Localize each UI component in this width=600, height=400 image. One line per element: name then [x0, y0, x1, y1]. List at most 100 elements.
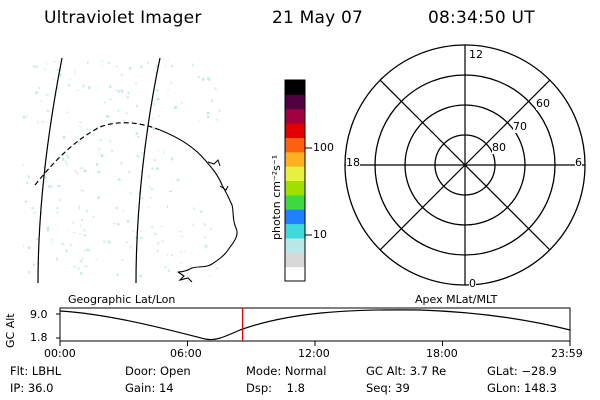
speckle [166, 205, 168, 208]
speckle [72, 221, 75, 224]
speckle [166, 253, 168, 256]
speckle [154, 232, 157, 235]
speckle [147, 61, 149, 64]
speckle [96, 163, 99, 166]
speckle [135, 205, 137, 207]
colorbar-unit-label: photon cm⁻²s⁻¹ [270, 154, 283, 240]
speckle [99, 138, 102, 142]
speckle [192, 63, 194, 67]
speckle [215, 267, 219, 270]
speckle [168, 60, 170, 62]
speckle [76, 90, 79, 92]
speckle [174, 106, 178, 109]
mode-info: Mode: Normal [246, 364, 327, 378]
speckle [56, 86, 59, 90]
speckle [86, 128, 89, 131]
speckle [183, 250, 186, 253]
speckle [204, 236, 207, 239]
speckle [84, 265, 88, 268]
speckle [92, 215, 95, 218]
speckle [48, 185, 51, 189]
speckle [215, 118, 218, 121]
speckle [152, 117, 154, 120]
speckle [156, 98, 160, 101]
speckle [45, 93, 49, 96]
speckle [44, 67, 46, 71]
speckle [44, 175, 46, 177]
speckle [32, 263, 35, 266]
speckle [210, 99, 213, 102]
speckle [66, 154, 68, 157]
speckle [126, 96, 130, 99]
speckle [62, 135, 66, 139]
dsp-info: Dsp: 1.8 [246, 381, 305, 395]
speckle [117, 178, 121, 181]
speckle [167, 269, 170, 273]
speckle [151, 188, 153, 190]
speckle [92, 271, 95, 273]
speckle [68, 84, 71, 87]
speckle [46, 226, 50, 230]
speckle [104, 101, 106, 104]
seq-info: Seq: 39 [366, 381, 410, 395]
speckle [109, 85, 112, 89]
mlt-label-6: 6 [575, 156, 582, 169]
time-label: 08:34:50 UT [428, 8, 535, 28]
ip-info: IP: 36.0 [10, 381, 54, 395]
speckle [69, 78, 71, 80]
speckle [62, 153, 65, 156]
speckle [79, 121, 82, 124]
speckle [33, 212, 36, 214]
speckle [98, 148, 101, 151]
speckle [118, 109, 120, 113]
speckle [79, 207, 81, 210]
speckle [35, 238, 39, 240]
speckle [113, 223, 116, 225]
speckle [136, 104, 138, 108]
speckle [121, 89, 124, 93]
speckle [115, 207, 119, 209]
speckle [129, 67, 132, 70]
speckle [127, 91, 130, 95]
speckle [207, 115, 210, 118]
speckle [65, 160, 67, 164]
filter-info: Flt: LBHL [10, 364, 62, 378]
speckle [192, 207, 195, 210]
speckle [176, 178, 180, 182]
speckle [93, 134, 95, 136]
speckle [117, 89, 121, 92]
speckle [179, 230, 182, 233]
speckle [140, 237, 143, 239]
coastline-tail [177, 271, 193, 283]
speckle [192, 223, 194, 227]
speckle [65, 249, 68, 253]
speckle [35, 91, 38, 94]
speckle [78, 267, 80, 270]
speckle [40, 212, 43, 215]
colorbar-cell [285, 194, 305, 210]
speckle [164, 65, 166, 68]
timeline-xtick-0: 00:00 [44, 347, 76, 360]
speckle [108, 62, 110, 65]
speckle [86, 210, 88, 213]
speckle [116, 273, 119, 276]
speckle [206, 111, 210, 115]
speckle [86, 248, 90, 252]
gain-info: Gain: 14 [125, 381, 174, 395]
speckle [215, 263, 217, 267]
speckle [125, 241, 129, 244]
date-label: 21 May 07 [272, 8, 364, 28]
colorbar-cell [285, 94, 305, 110]
speckle [76, 172, 78, 175]
speckle [36, 65, 39, 69]
mlat-label-70: 70 [513, 120, 527, 133]
terminator-line [34, 122, 161, 186]
speckle [163, 151, 165, 154]
geographic-latlon-label: Geographic Lat/Lon [68, 293, 176, 306]
speckle [204, 245, 207, 248]
speckle [157, 150, 159, 152]
speckle [98, 153, 101, 155]
speckle [61, 242, 65, 245]
colorbar-tick-10: 10 [313, 228, 327, 241]
